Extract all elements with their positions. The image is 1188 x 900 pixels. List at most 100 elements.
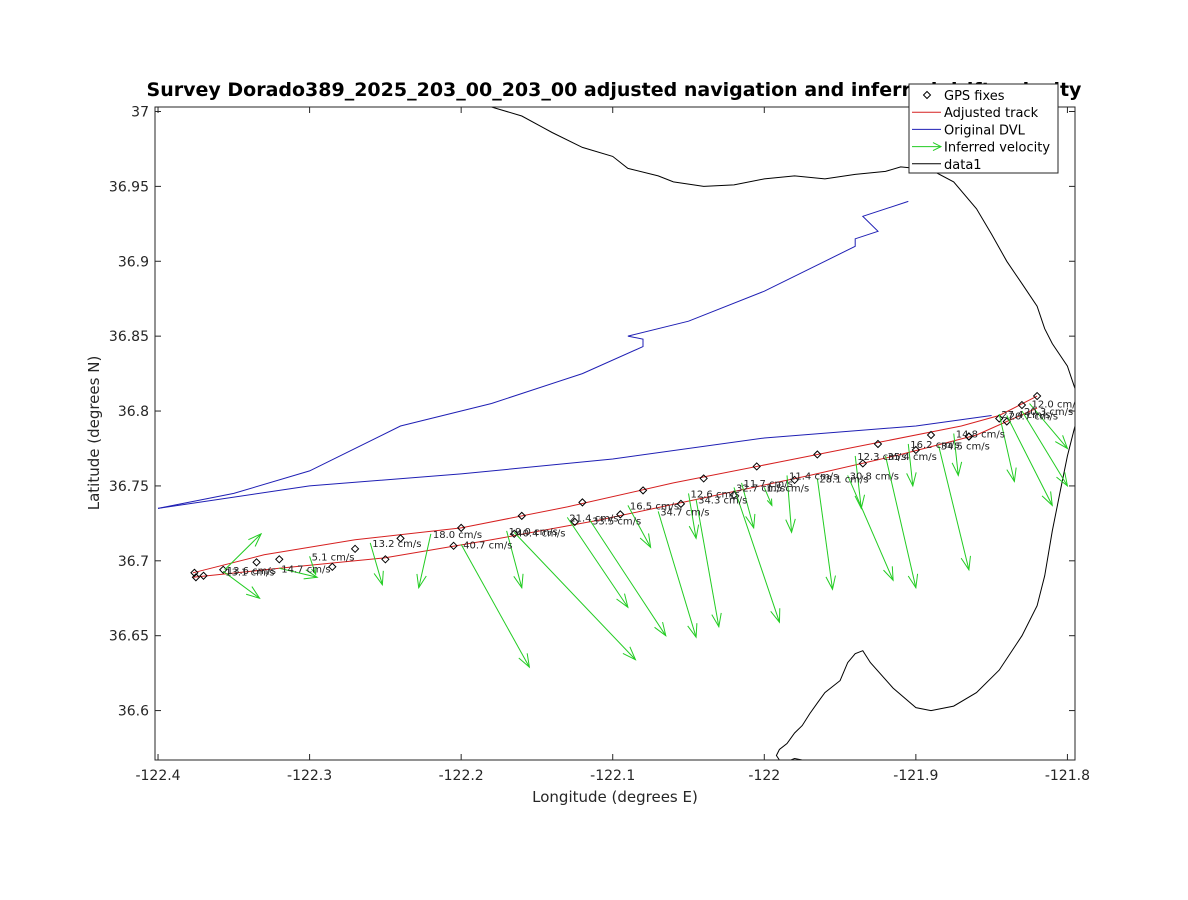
gps-fix-marker <box>275 555 284 564</box>
velocity-arrow <box>369 542 383 585</box>
velocity-arrowhead <box>248 532 263 547</box>
x-tick-label: -121.8 <box>1045 768 1090 784</box>
x-tick-label: -122.4 <box>135 768 180 784</box>
velocity-arrow <box>222 570 260 599</box>
velocity-label: 32.7 cm/s <box>736 483 785 494</box>
chart-title: Survey Dorado389_2025_203_00_203_00 adju… <box>147 79 1083 101</box>
gps-fix-marker <box>813 450 822 459</box>
gps-fix-marker <box>790 475 799 485</box>
velocity-arrow <box>460 544 530 668</box>
velocity-arrowhead <box>654 621 667 637</box>
y-tick-label: 36.9 <box>118 254 149 270</box>
series-adjusted-track <box>192 395 1038 574</box>
velocity-label-layer: 13.6 cm/s13.1 cm/s 14.7 cm/s5.1 cm/s 13.2 … <box>225 400 1075 579</box>
velocity-arrow <box>589 520 667 636</box>
gps-fix-marker <box>676 499 686 509</box>
velocity-arrowhead <box>960 555 971 572</box>
velocity-label: 19.0 cm/s <box>509 527 558 538</box>
y-tick-label: 36.65 <box>109 629 149 645</box>
velocity-arrowhead <box>1041 491 1053 507</box>
velocity-arrowhead <box>311 567 317 576</box>
velocity-label: 20.7 cm/s <box>1009 412 1058 423</box>
gps-fix-marker <box>517 511 526 521</box>
velocity-label: 28.1 cm/s <box>819 474 868 485</box>
gps-fix-marker <box>190 568 199 577</box>
y-axis-label: Latitude (degrees N) <box>85 356 103 511</box>
gps-fix-marker <box>926 430 936 440</box>
velocity-label: 16.5 cm/s <box>630 501 679 512</box>
velocity-label: 18.0 cm/s <box>433 530 482 541</box>
velocity-arrowhead <box>622 646 637 661</box>
velocity-arrow <box>657 511 697 638</box>
velocity-label: 27.4 cm/s <box>1001 410 1050 421</box>
velocity-arrowhead <box>906 472 917 488</box>
legend-label-original-dvl: Original DVL <box>944 123 1026 138</box>
x-tick-label: -122.1 <box>590 768 635 784</box>
velocity-arrowhead <box>373 570 384 587</box>
velocity-arrow <box>688 493 697 539</box>
velocity-arrowhead <box>766 498 773 507</box>
legend-arrowhead-icon <box>932 142 943 152</box>
y-tick-label: 36.7 <box>118 554 149 570</box>
velocity-label: 14.7 cm/s <box>281 564 330 575</box>
velocity-arrowhead <box>513 573 524 590</box>
gps-fix-marker <box>995 414 1004 423</box>
velocity-arrow <box>513 532 636 660</box>
velocity-arrow <box>1029 403 1068 449</box>
velocity-label: 5.1 cm/s <box>312 552 355 563</box>
velocity-arrow <box>309 556 317 575</box>
gps-fix-marker <box>510 529 519 539</box>
legend-label-gps-fixes: GPS fixes <box>944 89 1005 104</box>
velocity-arrowhead <box>687 623 698 639</box>
legend-label-inferred-velocity: Inferred velocity <box>944 141 1050 156</box>
gps-fix-marker <box>191 573 201 582</box>
velocity-arrowhead <box>688 524 700 540</box>
velocity-arrowhead <box>770 608 781 624</box>
gps-fix-marker <box>456 523 466 533</box>
velocity-arrowhead <box>951 461 963 477</box>
velocity-arrow <box>847 475 894 581</box>
velocity-arrowhead <box>854 494 866 510</box>
velocity-arrowhead <box>1055 435 1069 450</box>
velocity-label: 34.3 cm/s <box>698 495 747 506</box>
gps-fix-marker <box>328 562 337 572</box>
velocity-arrow <box>566 517 629 608</box>
velocity-arrow <box>885 455 917 588</box>
velocity-arrow <box>224 533 262 571</box>
y-tick-label: 36.75 <box>109 479 149 495</box>
x-tick-label: -121.9 <box>893 768 938 784</box>
velocity-layer <box>222 403 1069 669</box>
x-tick-label: -122 <box>748 768 780 784</box>
velocity-arrowhead <box>518 653 531 669</box>
y-tick-label: 36.8 <box>118 404 149 420</box>
velocity-arrowhead <box>711 612 722 629</box>
velocity-arrowhead <box>246 586 261 600</box>
plot-area <box>155 107 1075 760</box>
x-axis: -122.4 -122.3 -122.2 -122.1 -122 -121.9 -121.8 <box>135 107 1090 784</box>
velocity-label: 20.3 cm/s <box>1024 407 1073 418</box>
y-tick-label: 37 <box>131 104 149 120</box>
velocity-label: 12.6 cm/s <box>691 489 740 500</box>
y-tick-label: 36.6 <box>118 704 149 720</box>
velocity-label: 12.3 cm/s <box>857 452 906 463</box>
gps-fix-marker <box>350 544 360 554</box>
gps-fix-marker <box>449 541 458 551</box>
x-axis-label: Longitude (degrees E) <box>532 788 698 806</box>
gps-fix-marker <box>570 517 580 527</box>
velocity-arrow <box>953 433 959 476</box>
legend-label-adjusted-track: Adjusted track <box>944 106 1039 121</box>
velocity-arrowhead <box>1006 467 1017 483</box>
velocity-arrow <box>907 443 914 486</box>
gps-fix-marker <box>858 459 868 468</box>
velocity-arrow <box>816 478 833 590</box>
legend-marker-gps-icon <box>922 90 932 100</box>
velocity-arrowhead <box>416 573 427 590</box>
series-original-dvl <box>157 415 992 509</box>
series-data1 <box>491 107 1075 389</box>
velocity-arrow <box>1021 410 1068 487</box>
velocity-arrow <box>733 487 780 623</box>
velocity-label: 34.7 cm/s <box>660 507 709 518</box>
gps-fix-marker <box>578 498 587 507</box>
velocity-label: 14.8 cm/s <box>956 430 1005 441</box>
velocity-label: 11.7 cm/s <box>744 479 793 490</box>
